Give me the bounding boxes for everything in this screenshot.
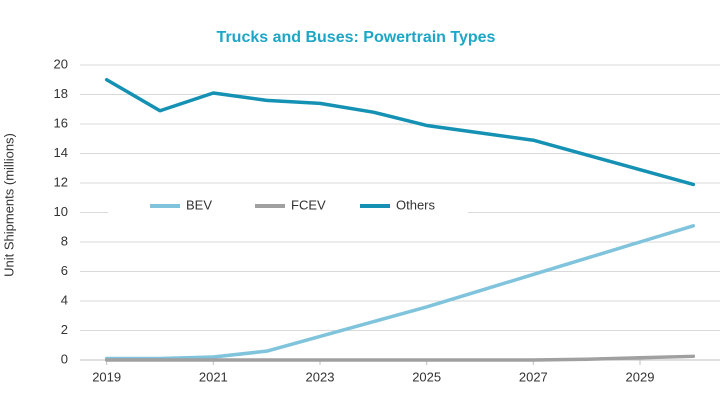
- series-line: [104, 224, 696, 361]
- legend-label: Others: [396, 197, 436, 212]
- y-tick-label: 12: [54, 174, 68, 189]
- y-tick-label: 18: [54, 86, 68, 101]
- y-axis-label: Unit Shipments (millions): [1, 133, 16, 277]
- y-tick-label: 8: [61, 233, 68, 248]
- y-tick-label: 20: [54, 56, 68, 71]
- y-tick-label: 14: [54, 145, 68, 160]
- x-tick-label: 2021: [199, 369, 228, 384]
- x-tick-label: 2027: [519, 369, 548, 384]
- y-tick-label: 16: [54, 115, 68, 130]
- y-tick-label: 2: [61, 322, 68, 337]
- series-line: [104, 354, 696, 362]
- chart-title: Trucks and Buses: Powertrain Types: [217, 29, 496, 46]
- y-tick-label: 0: [61, 351, 68, 366]
- x-tick-label: 2023: [306, 369, 335, 384]
- legend-label: FCEV: [291, 197, 326, 212]
- x-tick-label: 2025: [412, 369, 441, 384]
- series-line: [104, 78, 696, 187]
- x-tick-label: 2029: [626, 369, 655, 384]
- y-tick-label: 10: [54, 204, 68, 219]
- y-tick-label: 6: [61, 263, 68, 278]
- legend-label: BEV: [186, 197, 212, 212]
- x-tick-label: 2019: [92, 369, 121, 384]
- y-tick-label: 4: [61, 292, 68, 307]
